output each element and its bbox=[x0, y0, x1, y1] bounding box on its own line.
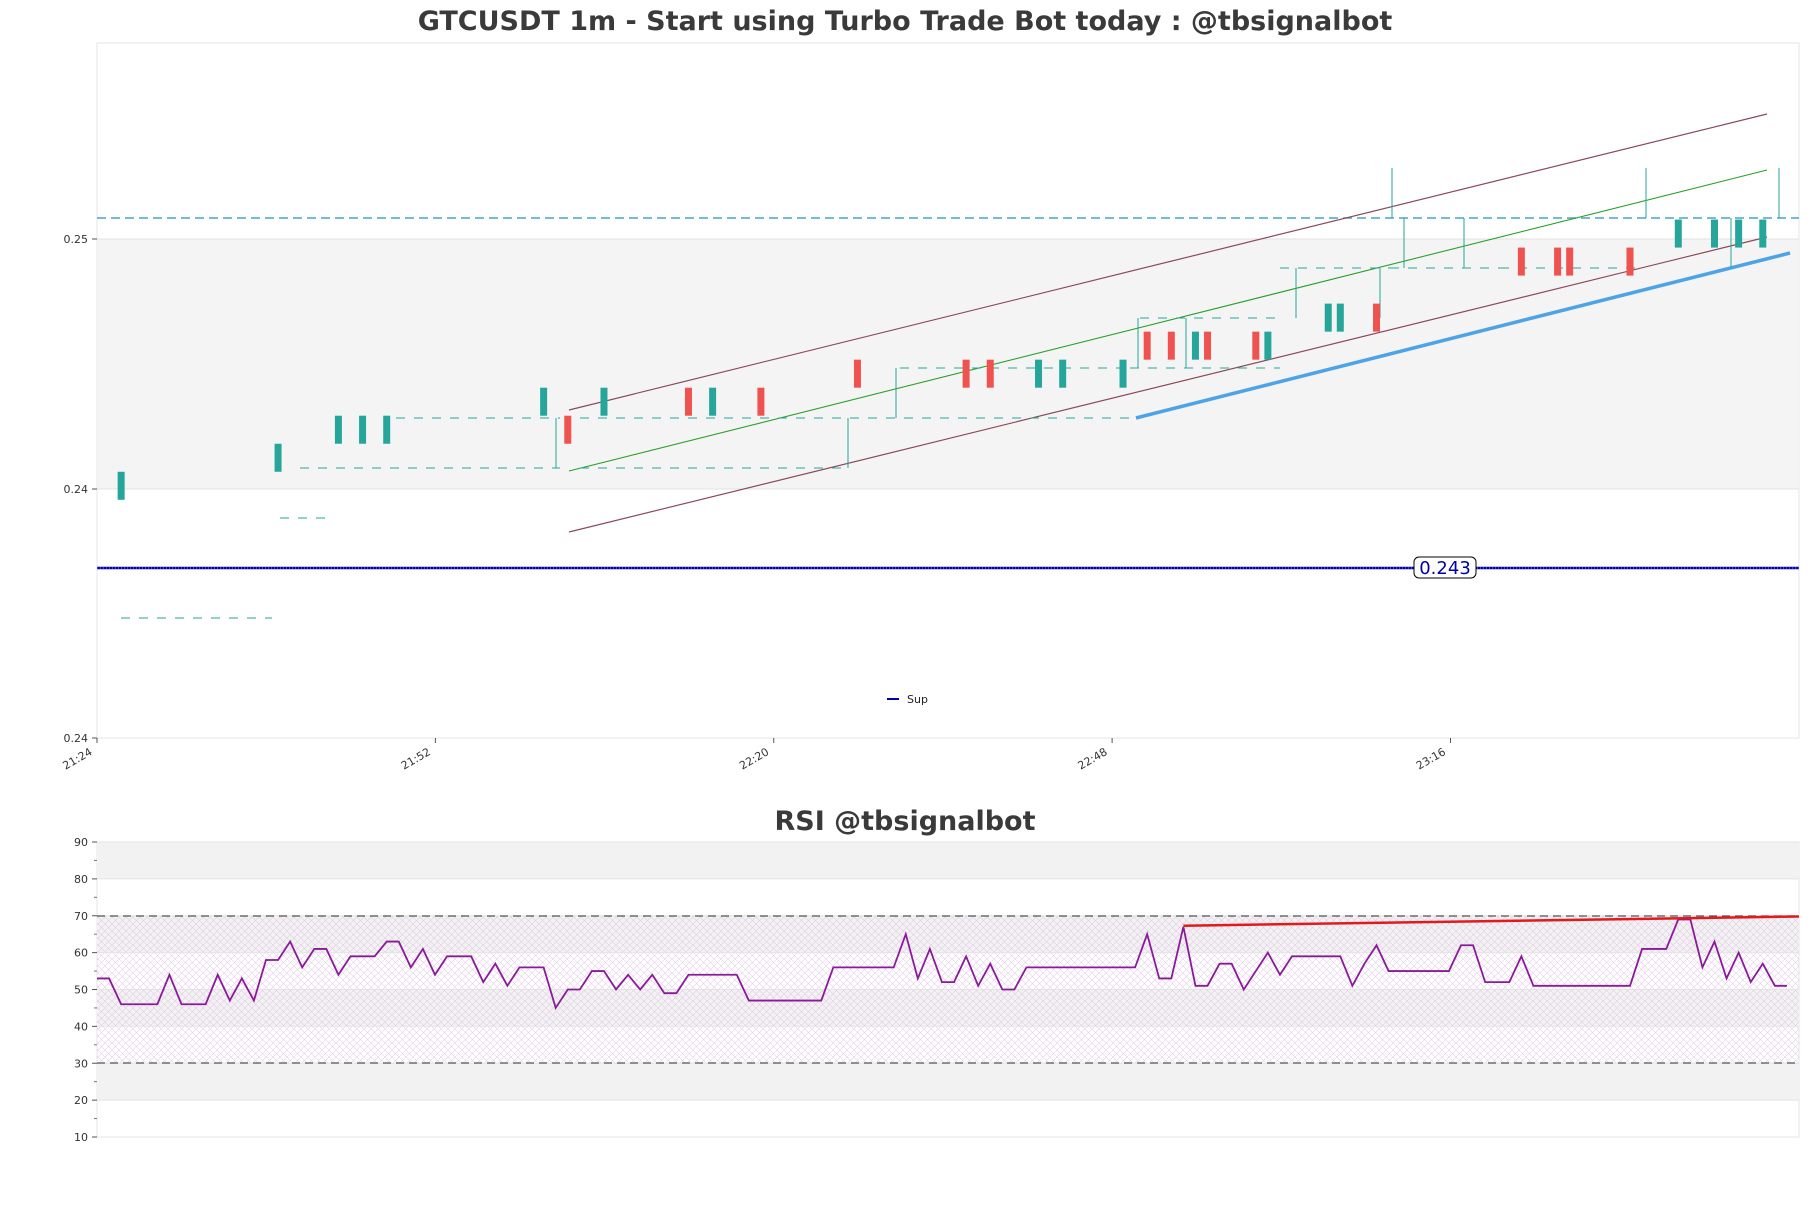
candle-wicks bbox=[555, 168, 1780, 468]
main-x-tick-label: 21:24 bbox=[61, 745, 95, 772]
main-x-tick-label: 22:48 bbox=[1076, 745, 1110, 772]
support-price-label: 0.243 bbox=[1419, 558, 1471, 579]
main-y-tick-label: 0.24 bbox=[64, 732, 89, 745]
candle-up bbox=[383, 415, 391, 444]
rsi-y-tick-label: 50 bbox=[74, 984, 88, 997]
main-grid-band bbox=[97, 239, 1799, 489]
candle-down bbox=[1204, 331, 1212, 360]
candle-up bbox=[600, 387, 608, 416]
rsi-chart-panel: 10 20 30 40 50 60 70 80 90 bbox=[74, 836, 1800, 1144]
candle-down bbox=[1143, 331, 1151, 360]
main-x-tick-label: 22:20 bbox=[737, 745, 771, 772]
candle-up bbox=[1264, 331, 1272, 360]
candle-down bbox=[757, 387, 765, 416]
candle-up bbox=[334, 415, 342, 444]
rsi-line bbox=[97, 918, 1787, 1011]
rsi-y-tick-label: 70 bbox=[74, 910, 88, 923]
candle-up bbox=[1191, 331, 1199, 360]
candle-up bbox=[1759, 219, 1767, 248]
trend-channel-upper bbox=[568, 113, 1768, 411]
rsi-grid-band bbox=[97, 842, 1799, 879]
rsi-grid-band bbox=[97, 1063, 1799, 1101]
candle-down bbox=[564, 415, 572, 444]
rsi-y-tick-label: 40 bbox=[74, 1020, 88, 1033]
trend-channel-lower bbox=[568, 236, 1768, 533]
candle-down bbox=[1167, 331, 1175, 360]
rsi-y-tick-label: 20 bbox=[74, 1094, 88, 1107]
candle-up bbox=[1674, 219, 1682, 248]
candle-down bbox=[962, 359, 970, 388]
candle-down bbox=[684, 387, 692, 416]
main-y-tick-label: 0.25 bbox=[64, 233, 89, 246]
candle-down bbox=[853, 359, 861, 388]
rsi-y-tick-label: 80 bbox=[74, 873, 88, 886]
candle-up bbox=[1336, 303, 1344, 332]
main-y-tick-label: 0.24 bbox=[64, 483, 89, 496]
main-chart-panel: 0.25 0.24 0.24 21:24 21:52 22:20 22:48 23:16 bbox=[61, 42, 1800, 772]
rsi-y-tick-label: 30 bbox=[74, 1057, 88, 1070]
rsi-y-tick-label: 60 bbox=[74, 947, 88, 960]
candle-down bbox=[1554, 247, 1562, 276]
candle-down bbox=[1517, 247, 1525, 276]
legend-label-sup: Sup bbox=[907, 693, 928, 706]
main-x-tick-label: 21:52 bbox=[399, 745, 433, 772]
candle-up bbox=[274, 443, 282, 472]
rsi-y-tick-label: 90 bbox=[74, 836, 88, 849]
candle-down bbox=[1626, 247, 1634, 276]
support-price-tag: 0.243 bbox=[1413, 556, 1477, 579]
candle-up bbox=[1735, 219, 1743, 248]
candle-up bbox=[1035, 359, 1043, 388]
candle-up bbox=[1324, 303, 1332, 332]
rsi-chart-title: RSI @tbsignalbot bbox=[774, 806, 1035, 837]
main-chart-title: GTCUSDT 1m - Start using Turbo Trade Bot… bbox=[418, 6, 1393, 37]
candle-up bbox=[1059, 359, 1067, 388]
candle-up bbox=[359, 415, 367, 444]
trend-support-line bbox=[1135, 251, 1791, 420]
candle-up bbox=[540, 387, 548, 416]
rsi-y-tick-label: 10 bbox=[74, 1131, 88, 1144]
candle-up bbox=[117, 471, 125, 500]
candle-down bbox=[986, 359, 994, 388]
trend-channel-mid bbox=[568, 169, 1768, 472]
main-legend: Sup bbox=[887, 693, 928, 706]
candle-down bbox=[1373, 303, 1381, 332]
candle-up bbox=[1119, 359, 1127, 388]
candle-down bbox=[1566, 247, 1574, 276]
candle-down bbox=[1252, 331, 1260, 360]
main-x-tick-label: 23:16 bbox=[1414, 745, 1448, 772]
rsi-trend-line bbox=[1183, 915, 1800, 927]
candle-up bbox=[1711, 219, 1719, 248]
candle-up bbox=[709, 387, 717, 416]
